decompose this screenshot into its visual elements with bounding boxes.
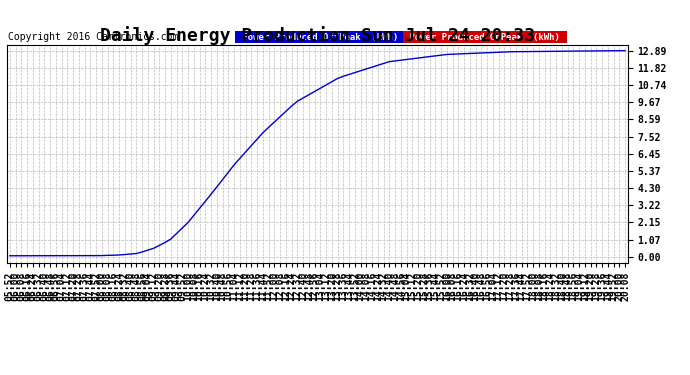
Text: Power Produced OnPeak  (kWh): Power Produced OnPeak (kWh)	[404, 33, 566, 42]
Text: Power Produced OffPeak  (kWh): Power Produced OffPeak (kWh)	[237, 33, 403, 42]
Title: Daily Energy Production Sun Jul 24 20:33: Daily Energy Production Sun Jul 24 20:33	[100, 26, 535, 45]
Text: Copyright 2016 Cartronics.com: Copyright 2016 Cartronics.com	[8, 32, 178, 42]
